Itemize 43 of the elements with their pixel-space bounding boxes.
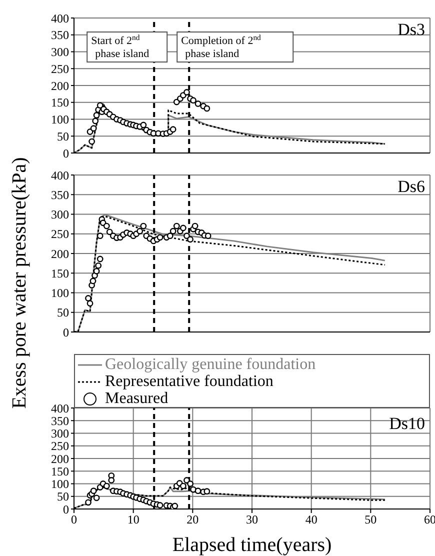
y-tick-label: 200 <box>51 246 69 261</box>
y-tick-label: 300 <box>51 208 69 222</box>
y-tick-label: 100 <box>51 286 69 300</box>
callout-box: Completion of 2$^{nd}$ phase island <box>176 32 294 62</box>
y-tick-label: 100 <box>51 112 69 127</box>
legend-label: Measured <box>105 390 168 407</box>
y-tick-label: 350 <box>51 28 69 42</box>
legend-label: Geologically genuine foundation <box>105 356 316 373</box>
y-tick-label: 250 <box>51 439 69 454</box>
y-tick-label: 150 <box>51 266 69 280</box>
y-tick-label: 150 <box>51 464 69 478</box>
chart-title: Ds6 <box>398 177 425 197</box>
y-tick-label: 350 <box>51 414 69 428</box>
y-tick-label: 250 <box>51 227 69 242</box>
y-tick-label: 400 <box>51 401 69 416</box>
y-tick-label: 0 <box>63 325 69 340</box>
x-tick-label: 10 <box>127 512 140 527</box>
x-tick-label: 40 <box>305 512 318 527</box>
x-tick-label: 20 <box>186 512 199 527</box>
x-axis-title: Elapsed time(years) <box>172 534 332 556</box>
chart-title: Ds10 <box>389 414 425 434</box>
y-tick-label: 300 <box>51 45 69 60</box>
x-tick-label: 50 <box>364 512 377 527</box>
callout-box: Start of 2$^{nd}$ phase island <box>86 32 168 62</box>
chart-title: Ds3 <box>398 20 425 40</box>
ref-line-label: Start of 2$^{nd}$ phase island <box>91 32 150 60</box>
y-tick-label: 50 <box>57 490 69 504</box>
x-tick-label: 30 <box>246 512 258 527</box>
y-tick-label: 50 <box>57 129 69 144</box>
y-tick-label: 200 <box>51 78 69 93</box>
y-tick-label: 250 <box>51 62 69 76</box>
y-tick-label: 300 <box>51 426 69 441</box>
y-tick-label: 400 <box>51 168 69 182</box>
y-tick-label: 100 <box>51 477 69 492</box>
y-tick-label: 400 <box>51 11 69 26</box>
legend-label: Representative foundation <box>105 373 274 390</box>
y-axis-title: Exess pore water pressure(kPa) <box>8 157 32 409</box>
y-tick-label: 350 <box>51 188 69 202</box>
y-tick-label: 200 <box>51 452 69 466</box>
y-tick-label: 0 <box>63 502 69 516</box>
y-tick-label: 0 <box>63 146 69 160</box>
y-tick-label: 50 <box>57 306 69 320</box>
y-tick-label: 150 <box>51 96 69 110</box>
